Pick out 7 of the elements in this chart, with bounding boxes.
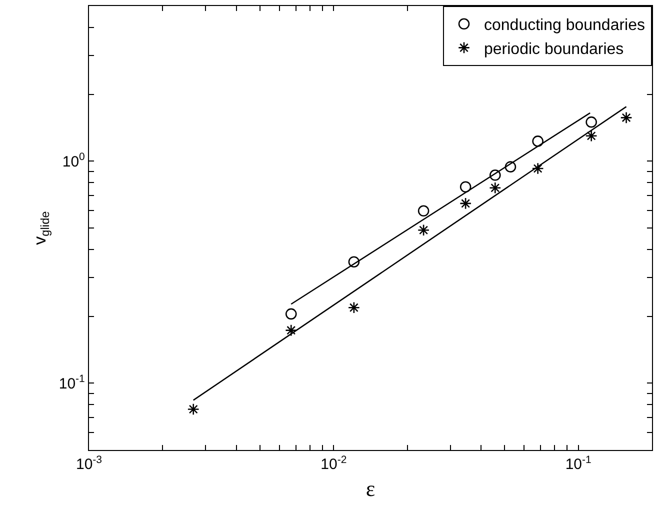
x-tick-label: 10$^{-2}$ [320,454,347,474]
y-tick-label: 10$^{0}$ [62,151,86,170]
legend-label: periodic boundaries [484,40,624,58]
x-tick-label: 10$^{-3}$ [76,454,102,474]
legend-label: conducting boundaries [484,17,646,34]
x-tick-label: 10$^{-1}$ [565,454,592,474]
x-axis-title: ε [366,476,376,501]
